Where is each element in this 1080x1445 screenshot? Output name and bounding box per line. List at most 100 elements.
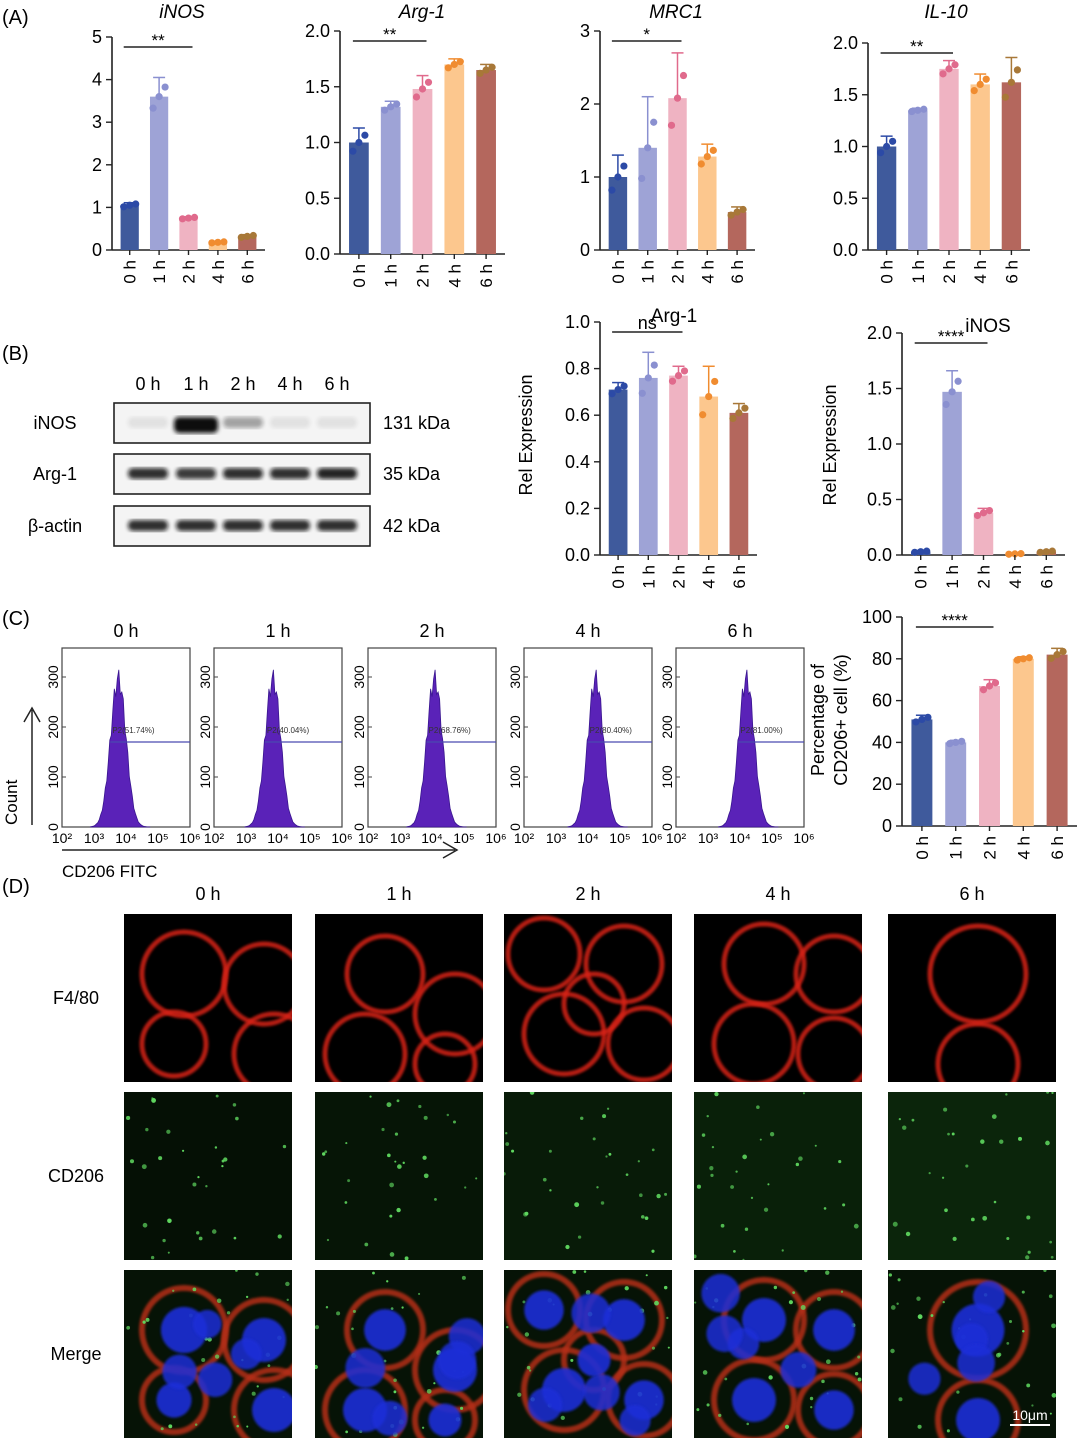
data-point <box>237 233 245 241</box>
x-tick-label: 1 h <box>943 565 962 589</box>
data-point <box>985 682 994 690</box>
x-tick-label: 0 h <box>121 260 140 284</box>
x-tick-label: 2 h <box>670 565 689 589</box>
nucleus <box>438 1341 477 1380</box>
bar <box>669 375 688 555</box>
nucleus <box>524 1290 564 1330</box>
data-point <box>482 66 490 74</box>
data-point <box>680 367 689 375</box>
cd206-speck <box>172 1289 175 1292</box>
membrane-stain <box>505 915 583 993</box>
nucleus <box>193 1309 222 1339</box>
cd206-speck <box>898 1117 901 1121</box>
lane-label: 6 h <box>324 374 349 394</box>
bar-chart-6: 0.0 0.5 1.0 1.5 2.0 0 h 1 h 2 h 4 h 6 h **** iNOS Re… <box>820 316 1065 589</box>
cd206-speck <box>364 1242 369 1247</box>
flow-x-tick-label: 10⁵ <box>147 830 168 846</box>
cd206-speck <box>325 1306 329 1309</box>
cd206-speck <box>452 1120 456 1124</box>
lane-label: 0 h <box>135 374 160 394</box>
flow-x-tick-label: 10³ <box>84 830 105 846</box>
data-point <box>924 713 932 721</box>
flow-x-tick-label: 10⁶ <box>793 830 814 846</box>
nucleus <box>956 1398 1000 1438</box>
if-image-cd206-5 <box>888 1092 1056 1260</box>
data-point <box>393 100 401 108</box>
if-image-f480-5 <box>888 914 1056 1082</box>
cd206-speck <box>344 1201 348 1204</box>
if-column-title: 6 h <box>959 884 984 904</box>
blot-band <box>176 468 216 479</box>
cd206-speck <box>267 1364 271 1368</box>
cd206-speck <box>126 1115 131 1121</box>
y-tick-label: 0.5 <box>867 490 892 510</box>
cd206-speck <box>980 1139 985 1144</box>
cd206-speck <box>838 1160 842 1164</box>
cd206-speck <box>706 1403 710 1407</box>
cd206-speck <box>235 1270 238 1272</box>
flow-x-tick-label: 10² <box>666 830 687 846</box>
data-point <box>914 106 922 114</box>
if-background <box>694 1092 862 1260</box>
y-tick-label: 1.5 <box>867 379 892 399</box>
data-point <box>412 93 421 101</box>
cd206-speck <box>706 1114 709 1118</box>
cd206-speck <box>423 1115 428 1120</box>
cd206-speck <box>574 1202 580 1208</box>
blot-band <box>128 468 168 479</box>
cd206-speck <box>1026 1383 1031 1388</box>
data-point <box>946 740 954 748</box>
blot-row: iNOS 131 kDa <box>33 402 451 444</box>
bar <box>208 242 228 250</box>
cd206-speck <box>504 1172 506 1176</box>
if-image-merge-2 <box>315 1270 483 1438</box>
bar <box>699 396 719 555</box>
bar <box>1001 82 1022 250</box>
cd206-speck <box>126 1325 131 1330</box>
data-point <box>939 70 947 78</box>
nucleus <box>230 1338 262 1370</box>
if-image-merge-1 <box>124 1270 292 1438</box>
flow-x-tick-label: 10² <box>204 830 225 846</box>
bar <box>727 212 747 250</box>
cd206-speck <box>714 1092 719 1097</box>
cd206-speck <box>461 1275 466 1280</box>
cd206-speck <box>664 1192 668 1196</box>
if-image-merge-4 <box>694 1270 862 1438</box>
cd206-speck <box>1005 1093 1008 1096</box>
cd206-speck <box>142 1222 148 1228</box>
flow-y-tick-label: 100 <box>45 765 61 789</box>
x-tick-label: 2 h <box>669 260 688 284</box>
bar <box>608 389 628 555</box>
cd206-speck <box>999 1139 1004 1144</box>
flow-y-tick-label: 100 <box>659 765 675 789</box>
cd206-speck <box>404 1256 409 1260</box>
cd206-speck <box>592 1137 596 1141</box>
cd206-speck <box>928 1172 931 1175</box>
bar <box>970 84 990 251</box>
y-axis-label-line: Percentage of <box>808 663 828 776</box>
cd206-speck <box>321 1152 326 1156</box>
chart-title: Arg-1 <box>651 306 697 327</box>
y-tick-label: 1.0 <box>867 434 892 454</box>
nucleus <box>252 1388 292 1432</box>
flow-y-tick-label: 300 <box>45 665 61 689</box>
bar <box>1012 658 1034 826</box>
if-column-title: 2 h <box>575 884 600 904</box>
x-tick-label: 4 h <box>1014 836 1033 860</box>
cd206-speck <box>459 1406 464 1410</box>
data-point <box>709 146 717 154</box>
data-point <box>991 679 1000 687</box>
cd206-speck <box>600 1201 605 1205</box>
data-point <box>1007 78 1016 86</box>
cd206-speck <box>816 1296 822 1302</box>
cd206-speck <box>150 1255 155 1260</box>
cd206-speck <box>422 1155 427 1160</box>
cd206-speck <box>282 1144 287 1149</box>
cd206-speck <box>397 1164 402 1169</box>
flow-histogram-2: 1 h 0 100 200 300 10² 10³ 10⁴ 10⁵ 10⁶ P2(40.04%) <box>197 621 353 846</box>
nucleus <box>428 1403 462 1437</box>
cd206-speck <box>192 1182 197 1187</box>
nucleus <box>603 1299 645 1341</box>
bar <box>973 512 994 555</box>
